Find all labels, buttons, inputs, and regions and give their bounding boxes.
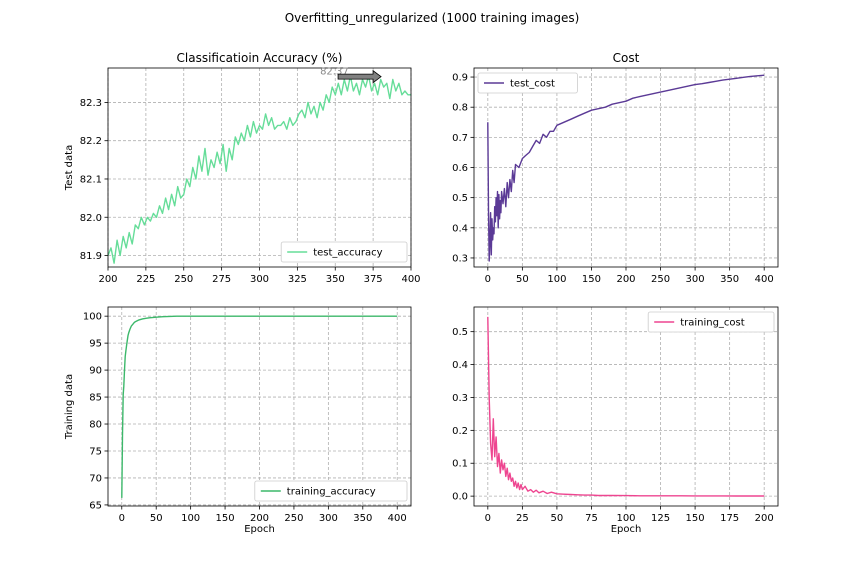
y-axis-label: Training data [64,374,75,440]
y-tick-label: 0.0 [452,492,468,503]
annotation-arrow [337,69,382,84]
x-tick-label: 175 [720,513,739,524]
legend-label: training_accuracy [287,487,376,498]
y-tick-label: 82.2 [80,136,102,147]
y-tick-label: 95 [89,339,102,350]
x-tick-label: 25 [516,513,529,524]
y-tick-label: 0.7 [452,133,468,144]
x-tick-label: 275 [212,274,231,285]
y-tick-label: 0.3 [452,393,468,404]
x-tick-label: 200 [98,274,117,285]
axes-title: Cost [613,51,640,65]
legend: test_accuracy [280,241,408,263]
y-tick-label: 0.5 [452,327,468,338]
y-tick-label: 80 [89,420,102,431]
x-tick-label: 350 [326,274,345,285]
x-tick-label: 250 [284,513,303,524]
cost-test-axes: 0 50 100 150 200 250 300 350 400 0.3 0.4 0.5 0.6 0.7 0… [452,51,779,285]
x-tick-label: 50 [551,513,564,524]
series-line-test-accuracy [107,74,411,264]
accuracy-test-axes: 200 225 250 275 300 325 350 375 400 81.9 82.0 82.1 8… [64,51,421,285]
legend-label: training_cost [680,318,745,329]
x-tick-label: 150 [216,513,235,524]
y-tick-label: 65 [89,500,102,511]
x-tick-label: 375 [364,274,383,285]
axes-frame [107,67,412,268]
legend-frame [254,480,408,502]
y-tick-label: 82.1 [80,174,102,185]
y-tick-label: 100 [83,312,102,323]
legend-frame [280,241,408,263]
x-tick-label: 150 [686,513,705,524]
max-annotation: 82.37 [320,67,382,84]
legend-label: test_cost [510,79,555,90]
x-tick-label: 0 [119,513,125,524]
y-tick-label: 0.6 [452,163,468,174]
series-line-test-cost [487,74,765,262]
legend-frame [647,311,775,333]
y-tick-label: 70 [89,473,102,484]
annotation-label: 82.37 [320,67,349,78]
x-tick-label: 50 [150,513,163,524]
x-axis-label: Epoch [244,524,275,535]
cost-train-axes: 0 25 50 75 100 125 150 175 200 0.0 0.1 0.2 0.3 0.4 0.5… [452,306,779,535]
x-axis-label: Epoch [611,524,642,535]
y-tick-label: 0.9 [452,73,468,84]
x-tick-label: 300 [686,274,705,285]
y-tick-label: 0.3 [452,253,468,264]
series-line-training-cost [487,316,765,497]
x-tick-label: 250 [651,274,670,285]
x-tick-label: 200 [755,513,774,524]
y-tick-label: 0.8 [452,103,468,114]
x-tick-label: 100 [547,274,566,285]
axes-frame [473,306,779,507]
x-tick-label: 150 [582,274,601,285]
y-tick-label: 90 [89,366,102,377]
y-tick-label: 0.5 [452,193,468,204]
legend: test_cost [477,72,578,94]
x-tick-label: 350 [720,274,739,285]
x-tick-label: 300 [319,513,338,524]
y-tick-label: 82.0 [80,213,102,224]
x-tick-label: 100 [181,513,200,524]
legend-label: test_accuracy [313,248,382,259]
accuracy-train-axes: 0 50 100 150 200 250 300 350 400 65 70 75 80 85 90 95 10… [64,306,412,535]
series-line-training-accuracy [121,315,398,498]
x-tick-label: 300 [250,274,269,285]
x-tick-label: 225 [136,274,155,285]
x-tick-label: 0 [485,513,491,524]
x-tick-label: 325 [288,274,307,285]
legend: training_cost [647,311,775,333]
x-tick-label: 200 [616,274,635,285]
x-tick-label: 0 [485,274,491,285]
x-tick-label: 350 [353,513,372,524]
y-tick-label: 0.4 [452,223,468,234]
axes-title: Classificatioin Accuracy (%) [177,51,343,65]
x-tick-label: 125 [651,513,670,524]
x-tick-label: 250 [174,274,193,285]
x-tick-label: 400 [388,513,407,524]
y-tick-label: 75 [89,446,102,457]
x-tick-label: 200 [250,513,269,524]
legend-frame [477,72,578,94]
axes-frame [107,306,412,507]
y-tick-label: 0.1 [452,459,468,470]
x-tick-label: 75 [585,513,598,524]
y-tick-label: 0.4 [452,360,468,371]
x-tick-label: 400 [755,274,774,285]
y-tick-label: 85 [89,393,102,404]
axes-frame [473,67,779,268]
y-tick-label: 81.9 [80,251,102,262]
figure-suptitle: Overfitting_unregularized (1000 training… [285,11,580,25]
y-tick-label: 0.2 [452,426,468,437]
y-tick-label: 82.3 [80,98,102,109]
x-tick-label: 50 [516,274,529,285]
x-tick-label: 400 [401,274,420,285]
x-tick-label: 100 [616,513,635,524]
legend: training_accuracy [254,480,408,502]
y-axis-label: Test data [64,145,75,191]
